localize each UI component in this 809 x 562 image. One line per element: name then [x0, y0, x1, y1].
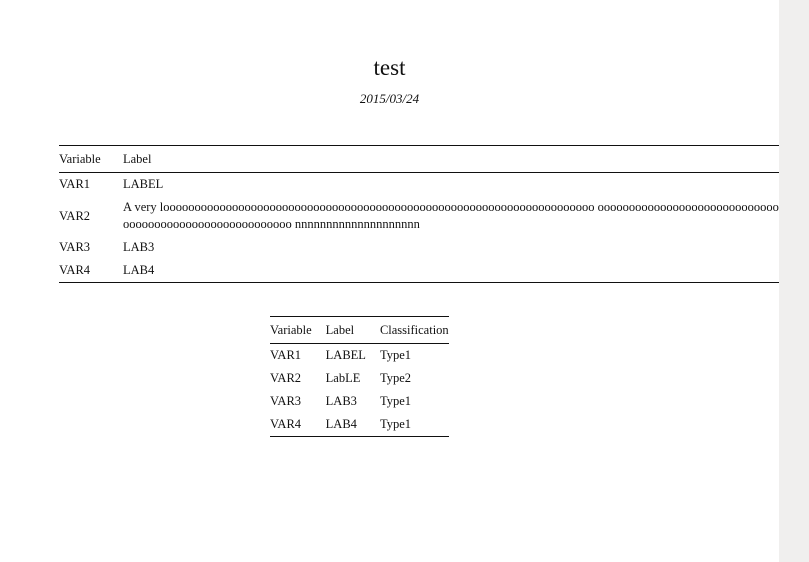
cell-label: LAB3 — [325, 394, 357, 408]
table-row: VAR1 LABEL Type1 — [270, 344, 449, 368]
column-header-variable: Variable — [270, 322, 312, 337]
column-header-classification: Classification — [379, 322, 449, 337]
cell-label: LAB4 — [325, 417, 357, 431]
variable-label-table: Variable Label VAR1 LABEL VAR2 A very looo… — [59, 145, 779, 283]
cell-variable: VAR2 — [59, 208, 91, 223]
table-header-row: Variable Label Classification — [270, 316, 449, 344]
document-title: test — [373, 55, 406, 80]
cell-classification: Type1 — [379, 394, 411, 408]
cell-variable: VAR3 — [270, 394, 302, 408]
table-row: VAR2 A very loooooooooooooooooooooooooooo… — [59, 196, 779, 236]
viewer-margin — [779, 0, 809, 562]
cell-classification: Type1 — [379, 348, 411, 362]
cell-variable: VAR1 — [270, 348, 302, 362]
cell-label: LABEL — [123, 177, 164, 191]
cell-classification: Type2 — [379, 371, 411, 385]
cell-variable: VAR4 — [270, 417, 302, 431]
table-row: VAR4 LAB4 — [59, 259, 779, 283]
column-header-label: Label — [123, 151, 152, 166]
table-row: VAR2 LabLE Type2 — [270, 367, 449, 390]
table-row: VAR1 LABEL — [59, 173, 779, 197]
column-header-variable: Variable — [59, 151, 101, 166]
document-date: 2015/03/24 — [359, 91, 420, 106]
cell-variable: VAR4 — [59, 263, 91, 277]
classification-table: Variable Label Classification VAR1 LABEL T… — [270, 316, 449, 437]
cell-classification: Type1 — [379, 417, 411, 431]
column-header-label: Label — [325, 322, 355, 337]
cell-label: LABEL — [325, 348, 366, 362]
cell-label: LAB3 — [123, 240, 155, 254]
table-row: VAR4 LAB4 Type1 — [270, 413, 449, 437]
cell-variable: VAR3 — [59, 240, 91, 254]
table-row: VAR3 LAB3 — [59, 236, 779, 259]
table-row: VAR3 LAB3 Type1 — [270, 390, 449, 413]
table-header-row: Variable Label — [59, 145, 779, 173]
cell-label: A very loooooooooooooooooooooooooooooooo… — [123, 200, 779, 231]
cell-label: LAB4 — [123, 263, 155, 277]
cell-variable: VAR2 — [270, 371, 302, 385]
cell-label: LabLE — [325, 371, 361, 385]
cell-variable: VAR1 — [59, 177, 91, 191]
